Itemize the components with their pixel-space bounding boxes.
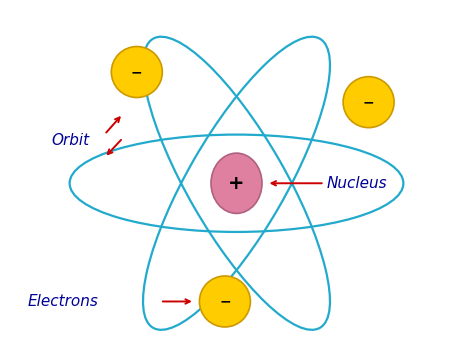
Text: −: − <box>363 95 375 109</box>
Text: −: − <box>131 65 143 79</box>
Text: Electrons: Electrons <box>28 294 99 309</box>
Text: Orbit: Orbit <box>51 133 89 148</box>
Circle shape <box>111 47 162 97</box>
Text: +: + <box>228 174 245 193</box>
Circle shape <box>343 77 394 128</box>
Text: Nucleus: Nucleus <box>327 176 387 191</box>
Ellipse shape <box>211 153 262 213</box>
Circle shape <box>200 276 250 327</box>
Text: −: − <box>219 294 231 308</box>
